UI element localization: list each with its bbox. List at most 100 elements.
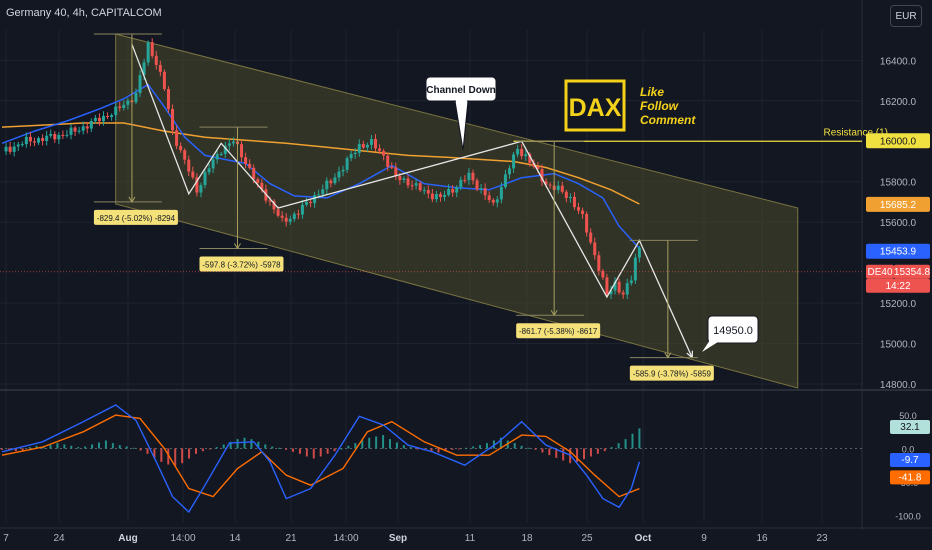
candle-body: [512, 154, 516, 169]
currency-button[interactable]: EUR: [890, 5, 922, 27]
candle-body: [142, 62, 146, 76]
candle-body: [398, 175, 402, 181]
histogram-bar: [181, 448, 184, 464]
histogram-bar: [97, 442, 100, 449]
projection-line[interactable]: [131, 43, 693, 358]
price-tick-label: 15600.0: [880, 218, 917, 229]
candle-body: [305, 201, 308, 205]
ma-slow-price-label-box: [866, 196, 930, 212]
time-tick-label: 14:00: [333, 533, 358, 544]
candle-body: [81, 126, 85, 131]
measure-box[interactable]: [516, 323, 601, 339]
candle-body: [309, 201, 313, 204]
candle-body: [577, 207, 581, 211]
histogram-bar: [28, 447, 31, 449]
histogram-bar: [188, 448, 191, 459]
histogram-bar: [285, 448, 288, 450]
candle-body: [171, 108, 175, 131]
candle-body: [337, 171, 341, 178]
histogram-bar: [631, 433, 634, 449]
candle-body: [61, 134, 65, 136]
histogram-bar: [347, 445, 350, 449]
candle-body: [621, 292, 625, 295]
histogram-bar: [222, 444, 225, 449]
projection-path: [131, 43, 694, 359]
macd-pane: [0, 404, 862, 514]
time-tick-label: Sep: [389, 533, 407, 544]
histogram-bar: [243, 437, 246, 449]
candle-body: [199, 185, 203, 193]
candle-body: [329, 180, 333, 184]
candle-body: [166, 89, 170, 109]
histogram-bar: [14, 448, 17, 452]
measure-box[interactable]: [93, 209, 178, 225]
histogram-bar: [139, 448, 142, 451]
candle-body: [406, 178, 410, 186]
candle-body: [45, 135, 49, 141]
candle-body: [353, 152, 357, 155]
candle-body: [378, 148, 382, 151]
candle-body: [32, 141, 36, 143]
resistance-price-label-box: [866, 133, 930, 149]
candle-body: [479, 188, 483, 190]
measure-label: -861.7 (-5.38%) -8617: [519, 327, 598, 336]
macd-value-label-box: [890, 452, 930, 467]
candle-body: [536, 166, 540, 169]
price-tick-label: 15200.0: [880, 299, 917, 310]
candle-body: [49, 133, 53, 136]
candle-body: [581, 210, 585, 215]
candle-body: [187, 159, 191, 172]
histogram-bar: [291, 448, 294, 452]
candle-body: [223, 145, 227, 154]
signal-value-label: -41.8: [899, 472, 922, 483]
histogram-bar: [354, 443, 357, 449]
candle-body: [475, 180, 479, 190]
measure-box[interactable]: [199, 256, 284, 272]
target-callout-box[interactable]: [707, 315, 759, 344]
candle-body: [252, 167, 256, 180]
histogram-bar: [589, 448, 592, 457]
measure-label: -829.4 (-5.02%) -8294: [97, 214, 176, 223]
histogram-bar: [257, 441, 260, 449]
candle-body: [154, 55, 158, 65]
histogram-bar: [91, 444, 94, 449]
candle-body: [609, 290, 613, 295]
candle-body: [491, 200, 495, 203]
candle-body: [162, 71, 166, 90]
candle-body: [97, 117, 101, 122]
histogram-bar: [63, 444, 66, 449]
candle-body: [438, 194, 442, 197]
candle-body: [382, 150, 386, 156]
candle-body: [268, 200, 272, 202]
candle-body: [508, 168, 511, 175]
histogram-bar: [465, 447, 468, 449]
histogram-bar: [70, 445, 73, 449]
macd-value-label: -9.7: [901, 455, 919, 466]
candle-body: [211, 159, 215, 169]
measure-box[interactable]: [629, 365, 714, 381]
candle-body: [568, 196, 572, 199]
time-tick-label: 24: [53, 533, 65, 544]
candle-body: [110, 115, 114, 117]
candle-body: [345, 158, 349, 170]
candle-body: [37, 138, 41, 143]
candle-body: [605, 277, 609, 295]
candle-body: [195, 177, 199, 193]
candle-body: [361, 144, 365, 148]
candle-body: [613, 281, 617, 291]
histogram-bar: [409, 447, 412, 449]
candle-body: [601, 270, 605, 278]
candle-body: [325, 180, 329, 190]
histogram-bar: [84, 446, 87, 449]
time-axis: 7 24 Aug 14:00 14 21 14:00 Sep 11 18 25 Oct 9 16 23: [0, 527, 932, 544]
time-tick-label: 11: [465, 533, 476, 544]
candle-body: [390, 166, 394, 168]
histogram-bar: [49, 445, 52, 449]
measure-arrow: [664, 352, 672, 359]
histogram-bar: [174, 448, 177, 466]
candle-body: [284, 217, 288, 222]
histogram-bar: [125, 446, 128, 449]
candle-body: [434, 194, 438, 200]
